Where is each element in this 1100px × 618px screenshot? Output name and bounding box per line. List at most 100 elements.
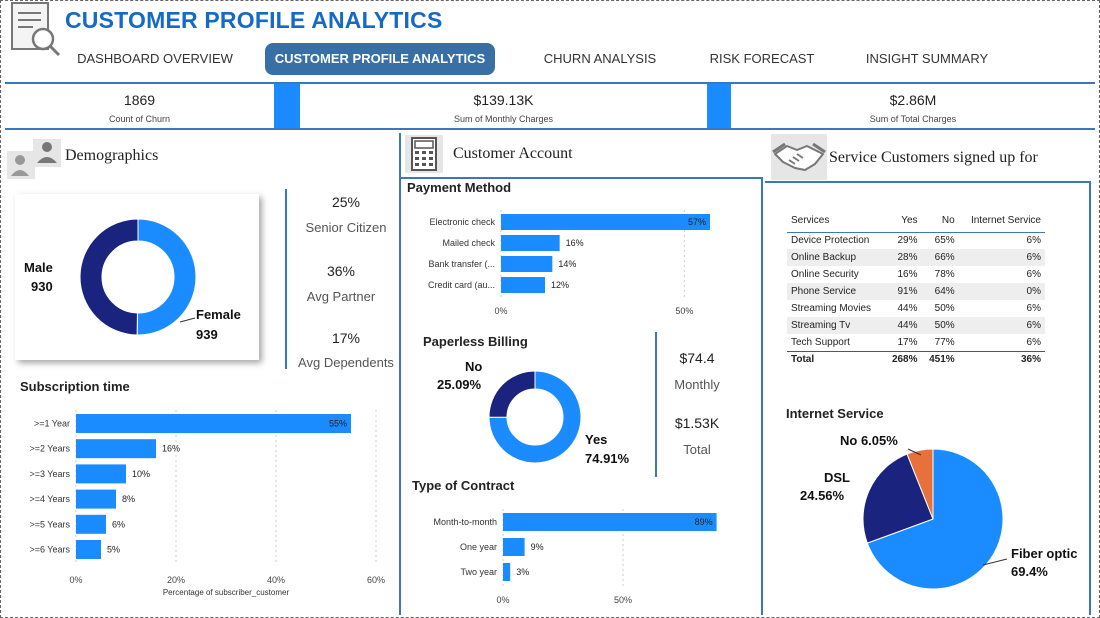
table-cell: 77% xyxy=(934,336,955,348)
kpi-card-monthly: $139.13K Sum of Monthly Charges xyxy=(300,84,707,129)
dependents-value: 17% xyxy=(331,330,361,346)
monthly-billing-value: $74.4 xyxy=(679,350,715,366)
table-row: Device Protection 29% 65% 6% xyxy=(787,232,1045,249)
category-label: >=3 Years xyxy=(29,469,70,479)
table-cell: 44% xyxy=(884,317,922,334)
monthly-billing-label: Monthly xyxy=(674,377,720,392)
tab-risk-forecast[interactable]: RISK FORECAST xyxy=(709,51,815,66)
slice-label: Female xyxy=(196,307,241,322)
tab-customer-profile-analytics[interactable]: CUSTOMER PROFILE ANALYTICS xyxy=(265,43,495,75)
bar xyxy=(503,538,525,556)
tick-label: 0% xyxy=(69,575,82,585)
bar xyxy=(503,513,717,531)
tick-label: 20% xyxy=(167,575,185,585)
paperless-billing-title: Paperless Billing xyxy=(423,334,528,349)
handshake-icon xyxy=(771,134,827,180)
table-total-row: Total 268% 451% 36% xyxy=(787,350,1045,368)
tick-label: 0% xyxy=(496,595,509,605)
internet-service-pie-chart: No 6.05% DSL 24.56% Fiber optic 69.4% xyxy=(800,433,1077,590)
table-cell: 36% xyxy=(958,350,1045,368)
senior-citizen-label: Senior Citizen xyxy=(305,220,387,235)
table-row: Phone Service 91% 64% 0% xyxy=(787,283,1045,300)
header-divider xyxy=(5,82,1095,84)
data-label: 6% xyxy=(112,519,125,529)
table-cell: 78% xyxy=(934,269,955,280)
data-label: 5% xyxy=(107,545,120,555)
slice-label: DSL xyxy=(824,470,850,485)
slice-label: 930 xyxy=(31,279,53,294)
tab-insight-summary[interactable]: INSIGHT SUMMARY xyxy=(865,51,989,66)
table-cell: 44% xyxy=(897,303,918,314)
table-cell: 91% xyxy=(884,283,922,300)
category-label: Two year xyxy=(460,567,497,577)
slice-label: 24.56% xyxy=(800,488,845,503)
pie-slice-yes xyxy=(488,370,582,464)
table-cell: 6% xyxy=(958,249,1045,266)
table-cell: 6% xyxy=(958,317,1045,334)
dependents-label: Avg Dependents xyxy=(298,355,394,370)
table-cell: Online Security xyxy=(791,269,859,280)
contract-title: Type of Contract xyxy=(412,478,515,493)
category-label: >=1 Year xyxy=(34,419,70,429)
bar xyxy=(501,214,710,230)
table-cell: 29% xyxy=(897,235,918,247)
kpi-separator xyxy=(707,84,731,129)
tab-churn-analysis[interactable]: CHURN ANALYSIS xyxy=(543,51,657,66)
internet-service-title: Internet Service xyxy=(786,406,884,421)
table-cell: Tech Support xyxy=(791,336,850,348)
report-icon xyxy=(9,1,63,57)
tick-label: 50% xyxy=(675,306,693,316)
data-label: 14% xyxy=(558,259,576,269)
category-label: >=5 Years xyxy=(29,519,70,529)
bar xyxy=(501,235,560,251)
bar xyxy=(76,439,156,459)
data-label: 3% xyxy=(516,567,529,577)
kpi-value: $139.13K xyxy=(473,92,534,108)
data-label: 89% xyxy=(695,517,713,527)
payment-method-bar-chart: 0% 50% Electronic check 57% Mailed check 16% B… xyxy=(428,210,710,316)
category-label: Mailed check xyxy=(442,238,495,248)
tab-dashboard-overview[interactable]: DASHBOARD OVERVIEW xyxy=(77,51,233,66)
subscription-bar-chart: 0% 20% 40% 60% >=1 Year 55% >=2 Years 16% >=3 Ye… xyxy=(29,410,385,597)
slice-label: 74.91% xyxy=(585,451,630,466)
kpi-separator xyxy=(274,84,300,129)
partner-value: 36% xyxy=(326,263,356,279)
kpi-card-total: $2.86M Sum of Total Charges xyxy=(731,84,1095,129)
data-label: 57% xyxy=(688,217,706,227)
table-cell: 6% xyxy=(1026,303,1041,314)
column-header[interactable]: Internet Service xyxy=(958,210,1045,233)
tick-label: 0% xyxy=(494,306,507,316)
slice-label: 939 xyxy=(196,327,218,342)
data-label: 8% xyxy=(122,494,135,504)
category-label: Bank transfer (... xyxy=(428,259,495,269)
senior-citizen-value: 25% xyxy=(331,194,361,210)
kpi-label: Sum of Monthly Charges xyxy=(453,114,554,124)
table-cell: 66% xyxy=(921,249,959,266)
kpi-value: 1869 xyxy=(123,92,156,108)
pie-slice xyxy=(866,448,1004,590)
column-header[interactable]: Services xyxy=(787,210,885,233)
table-cell: 50% xyxy=(921,317,959,334)
data-label: 16% xyxy=(566,238,584,248)
column-header[interactable]: No xyxy=(921,210,959,233)
slice-label: 69.4% xyxy=(1011,564,1048,579)
bar xyxy=(76,464,126,484)
calculator-icon xyxy=(405,135,443,173)
table-cell: Online Backup xyxy=(787,249,885,266)
table-row: Online Security 16% 78% 6% xyxy=(787,266,1045,283)
services-table: Services Yes No Internet Service Device … xyxy=(787,210,1045,368)
kpi-label: Count of Churn xyxy=(108,114,171,124)
contract-type-bar-chart: 0% 50% Month-to-month 89% One year 9% Two year… xyxy=(433,509,717,605)
total-billing-value: $1.53K xyxy=(674,415,720,431)
services-panel xyxy=(765,181,1091,615)
table-cell: 6% xyxy=(1026,269,1041,280)
category-label: Electronic check xyxy=(429,217,495,227)
table-cell: 50% xyxy=(934,303,955,314)
bar xyxy=(76,414,351,433)
column-header[interactable]: Yes xyxy=(884,210,922,233)
category-label: Credit card (au... xyxy=(428,280,495,290)
partner-label: Avg Partner xyxy=(306,289,376,304)
gender-donut-chart: Male 930 Female 939 xyxy=(24,218,241,342)
data-label: 10% xyxy=(132,469,150,479)
table-cell: 17% xyxy=(897,336,918,348)
